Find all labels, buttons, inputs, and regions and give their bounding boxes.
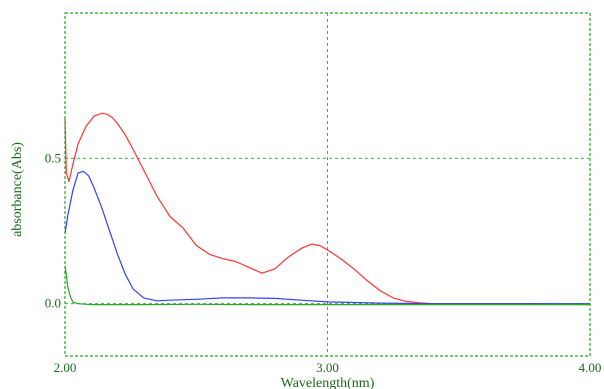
series-line-0 xyxy=(64,112,591,306)
y-tick-label-0: 0.0 xyxy=(45,296,61,311)
plot-frame xyxy=(64,12,591,357)
x-tick-label-2: 4.00 xyxy=(579,360,602,375)
x-tick-label-1: 3.00 xyxy=(316,360,339,375)
series-line-1 xyxy=(64,170,590,305)
series-lines xyxy=(64,112,591,306)
x-tick-label-0: 2.00 xyxy=(54,360,77,375)
y-axis-label: absorbance(Abs) xyxy=(10,142,25,237)
series-line-2 xyxy=(64,265,590,306)
y-tick-label-1: 0.5 xyxy=(45,150,61,165)
x-axis-label: Wavelength(nm) xyxy=(281,376,375,389)
tick-labels: 2.00 3.00 4.00 0.0 0.5 xyxy=(45,150,602,375)
